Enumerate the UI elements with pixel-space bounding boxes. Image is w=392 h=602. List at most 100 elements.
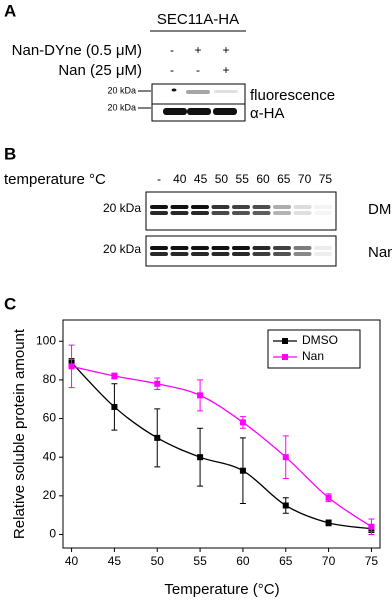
temperature-label: 75: [319, 172, 333, 186]
data-point: [325, 494, 332, 501]
marker-label: 20 kDa: [103, 201, 141, 215]
blot-label: Nan: [368, 244, 392, 261]
temperature-row: -40 45 50 55 60 65 70 75: [157, 172, 332, 186]
y-tick-label: 60: [43, 411, 57, 425]
band: [232, 246, 250, 250]
marker-label: 20 kDa: [107, 102, 136, 112]
band: [293, 205, 312, 209]
marker-label: 20 kDa: [103, 242, 141, 256]
data-point: [154, 434, 161, 441]
data-point: [111, 403, 118, 410]
band: [170, 252, 189, 256]
x-tick-label: 70: [322, 554, 336, 568]
blot: [145, 235, 337, 267]
y-tick-label: 0: [49, 527, 56, 541]
treatment-mark: -: [170, 43, 174, 57]
plot: 0 20 40 60 80 100 40 45 50 55 60 65 70 75 DMSO Nan: [36, 319, 381, 568]
band: [314, 252, 332, 256]
temperature-header: temperature °C: [4, 171, 106, 188]
band: [170, 246, 189, 250]
band: [170, 205, 189, 209]
x-tick-label: 45: [108, 554, 122, 568]
treatment-label: Nan-DYne (0.5 μM): [12, 42, 142, 59]
panel-label: C: [4, 294, 16, 313]
data-point: [282, 502, 289, 509]
data-point: [239, 419, 246, 426]
blot-label: fluorescence: [250, 87, 335, 104]
x-tick-label: 50: [151, 554, 165, 568]
band: [150, 252, 168, 256]
marker-label: 20 kDa: [107, 85, 136, 95]
temperature-label: 50: [215, 172, 229, 186]
band: [211, 252, 230, 256]
band: [171, 88, 177, 92]
temperature-label: 45: [194, 172, 208, 186]
band: [191, 246, 209, 250]
treatment-mark: -: [196, 63, 200, 77]
data-point: [68, 363, 75, 370]
treatment-mark: -: [170, 63, 174, 77]
data-point: [197, 454, 204, 461]
panel-label: B: [4, 144, 16, 163]
series-line: [71, 362, 372, 530]
band: [293, 211, 312, 215]
band: [232, 211, 250, 215]
band: [273, 211, 291, 215]
band: [252, 205, 271, 209]
data-point: [197, 392, 204, 399]
treatment-mark: +: [222, 43, 229, 57]
legend-marker: [282, 354, 288, 360]
data-point: [325, 519, 332, 526]
data-point: [282, 454, 289, 461]
x-tick-label: 55: [193, 554, 207, 568]
band: [273, 246, 291, 250]
blot-bands: [150, 205, 332, 256]
temperature-label: 60: [256, 172, 270, 186]
temperature-label: 70: [298, 172, 312, 186]
band: [314, 246, 332, 250]
data-point: [239, 467, 246, 474]
blot-label: α-HA: [250, 105, 285, 122]
data-point: [111, 373, 118, 380]
band: [163, 108, 187, 115]
band: [314, 211, 332, 215]
band: [191, 205, 209, 209]
data-point: [154, 380, 161, 387]
band: [273, 205, 291, 209]
x-axis-label: Temperature (°C): [164, 581, 279, 598]
band: [252, 246, 271, 250]
band: [314, 205, 332, 209]
band: [214, 90, 238, 93]
temperature-label: 65: [277, 172, 291, 186]
band: [293, 252, 312, 256]
legend-label: DMSO: [302, 333, 338, 347]
band: [211, 246, 230, 250]
band: [211, 211, 230, 215]
band: [273, 252, 291, 256]
treatment-mark: +: [194, 43, 201, 57]
band: [232, 205, 250, 209]
y-axis-label: Relative soluble protein amount: [11, 328, 28, 539]
blot-label: DMSO: [368, 201, 392, 218]
panel-label: A: [4, 1, 16, 20]
band: [170, 211, 189, 215]
y-tick-label: 80: [43, 372, 57, 386]
treatment-mark: +: [222, 63, 229, 77]
band: [213, 108, 237, 115]
legend-label: Nan: [302, 349, 324, 363]
treatment-label: Nan (25 μM): [58, 62, 142, 79]
temperature-label: -: [157, 172, 161, 186]
band: [232, 252, 250, 256]
blot-bands: [163, 88, 238, 115]
x-tick-label: 65: [279, 554, 293, 568]
plot-frame: [62, 319, 381, 549]
temperature-label: 55: [236, 172, 250, 186]
legend-box: [267, 329, 361, 369]
band: [150, 246, 168, 250]
x-tick-label: 75: [365, 554, 379, 568]
y-tick-label: 40: [43, 449, 57, 463]
band: [211, 205, 230, 209]
band: [150, 205, 168, 209]
y-tick-label: 20: [43, 488, 57, 502]
